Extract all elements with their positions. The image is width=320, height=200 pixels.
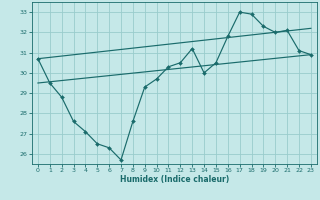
X-axis label: Humidex (Indice chaleur): Humidex (Indice chaleur) xyxy=(120,175,229,184)
